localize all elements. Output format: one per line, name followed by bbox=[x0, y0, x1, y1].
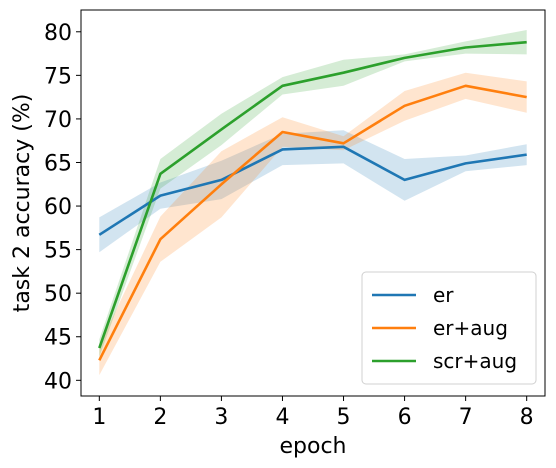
line-scr-plus-aug bbox=[98, 40, 527, 349]
plot-frame bbox=[80, 9, 546, 397]
confidence-bands bbox=[99, 30, 527, 376]
y-tick-label: 55 bbox=[44, 239, 72, 264]
y-tick-label: 70 bbox=[44, 108, 72, 133]
legend-box bbox=[361, 271, 537, 385]
x-tick-label: 8 bbox=[520, 405, 534, 430]
x-tick-label: 4 bbox=[275, 405, 289, 430]
y-tick-label: 65 bbox=[44, 151, 72, 176]
y-tick-label: 60 bbox=[44, 195, 72, 220]
band-er bbox=[99, 130, 527, 253]
x-axis: 1 2 3 4 5 6 7 8 bbox=[92, 396, 534, 430]
legend-label: er+aug bbox=[433, 316, 508, 340]
y-axis-label: task 2 accuracy (%) bbox=[10, 94, 35, 313]
y-tick-label: 50 bbox=[44, 282, 72, 307]
y-axis: 40 45 50 55 60 65 70 75 80 bbox=[44, 21, 81, 394]
x-tick-label: 5 bbox=[337, 405, 351, 430]
x-tick-label: 2 bbox=[153, 405, 167, 430]
line-er-plus-aug bbox=[98, 84, 527, 361]
y-tick-label: 40 bbox=[44, 369, 72, 394]
line-er bbox=[98, 145, 527, 236]
legend-label: scr+aug bbox=[433, 349, 517, 373]
x-tick-label: 3 bbox=[214, 405, 228, 430]
x-tick-label: 7 bbox=[459, 405, 473, 430]
series-lines bbox=[98, 40, 527, 361]
y-tick-label: 45 bbox=[44, 326, 72, 351]
x-axis-label: epoch bbox=[280, 434, 347, 459]
legend-label: er bbox=[433, 283, 454, 307]
x-tick-label: 1 bbox=[92, 405, 106, 430]
band-er-plus-aug bbox=[99, 72, 527, 376]
y-tick-label: 80 bbox=[44, 21, 72, 46]
y-tick-label: 75 bbox=[44, 64, 72, 89]
legend: er er+aug scr+aug bbox=[361, 271, 537, 385]
x-tick-label: 6 bbox=[398, 405, 412, 430]
